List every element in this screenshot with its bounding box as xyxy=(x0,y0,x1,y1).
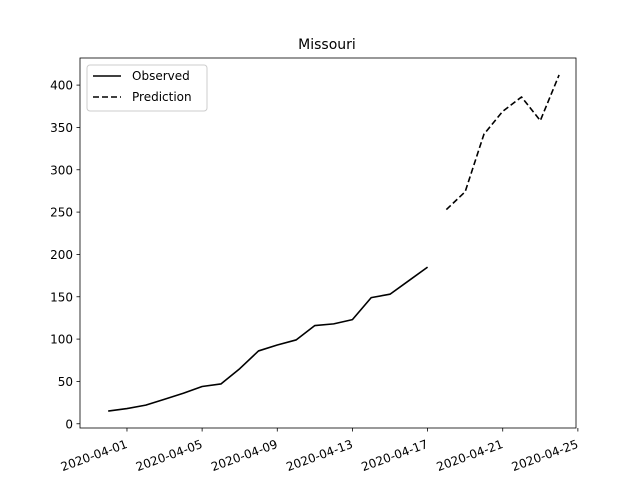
y-tick-label: 0 xyxy=(65,417,73,431)
data-point-prediction xyxy=(464,191,466,193)
y-tick-label: 350 xyxy=(50,121,73,135)
data-point-observed xyxy=(107,410,109,412)
data-point-prediction xyxy=(502,110,504,112)
data-point-prediction xyxy=(483,133,485,135)
data-point-prediction xyxy=(445,208,447,210)
y-tick-label: 250 xyxy=(50,206,73,220)
chart-title: Missouri xyxy=(298,37,356,53)
data-point-observed xyxy=(257,350,259,352)
y-tick-label: 300 xyxy=(50,163,73,177)
data-point-observed xyxy=(389,293,391,295)
data-point-observed xyxy=(201,385,203,387)
y-tick-label: 400 xyxy=(50,79,73,93)
series-line-observed xyxy=(108,266,429,412)
data-point-observed xyxy=(332,323,334,325)
data-point-observed xyxy=(238,368,240,370)
data-point-observed xyxy=(276,344,278,346)
data-point-observed xyxy=(126,407,128,409)
data-point-prediction xyxy=(539,119,541,121)
data-point-observed xyxy=(163,398,165,400)
y-tick-label: 100 xyxy=(50,333,73,347)
legend: Observed Prediction xyxy=(86,64,208,112)
legend-label-prediction: Prediction xyxy=(132,90,192,104)
data-point-prediction xyxy=(558,74,560,76)
data-point-observed xyxy=(220,383,222,385)
data-point-observed xyxy=(408,279,410,281)
y-tick-label: 200 xyxy=(50,248,73,262)
plot-series xyxy=(107,74,560,412)
y-tick-label: 50 xyxy=(58,375,73,389)
data-point-observed xyxy=(182,392,184,394)
legend-label-observed: Observed xyxy=(132,69,190,83)
y-axis: 0 50 100 150 200 250 300 350 400 xyxy=(50,79,80,431)
data-point-observed xyxy=(314,324,316,326)
plot-frame xyxy=(79,57,577,429)
data-point-prediction xyxy=(520,96,522,98)
data-point-observed xyxy=(426,266,428,268)
data-point-observed xyxy=(145,404,147,406)
data-point-observed xyxy=(295,339,297,341)
y-tick-label: 150 xyxy=(50,290,73,304)
data-point-observed xyxy=(351,318,353,320)
data-point-observed xyxy=(370,296,372,298)
